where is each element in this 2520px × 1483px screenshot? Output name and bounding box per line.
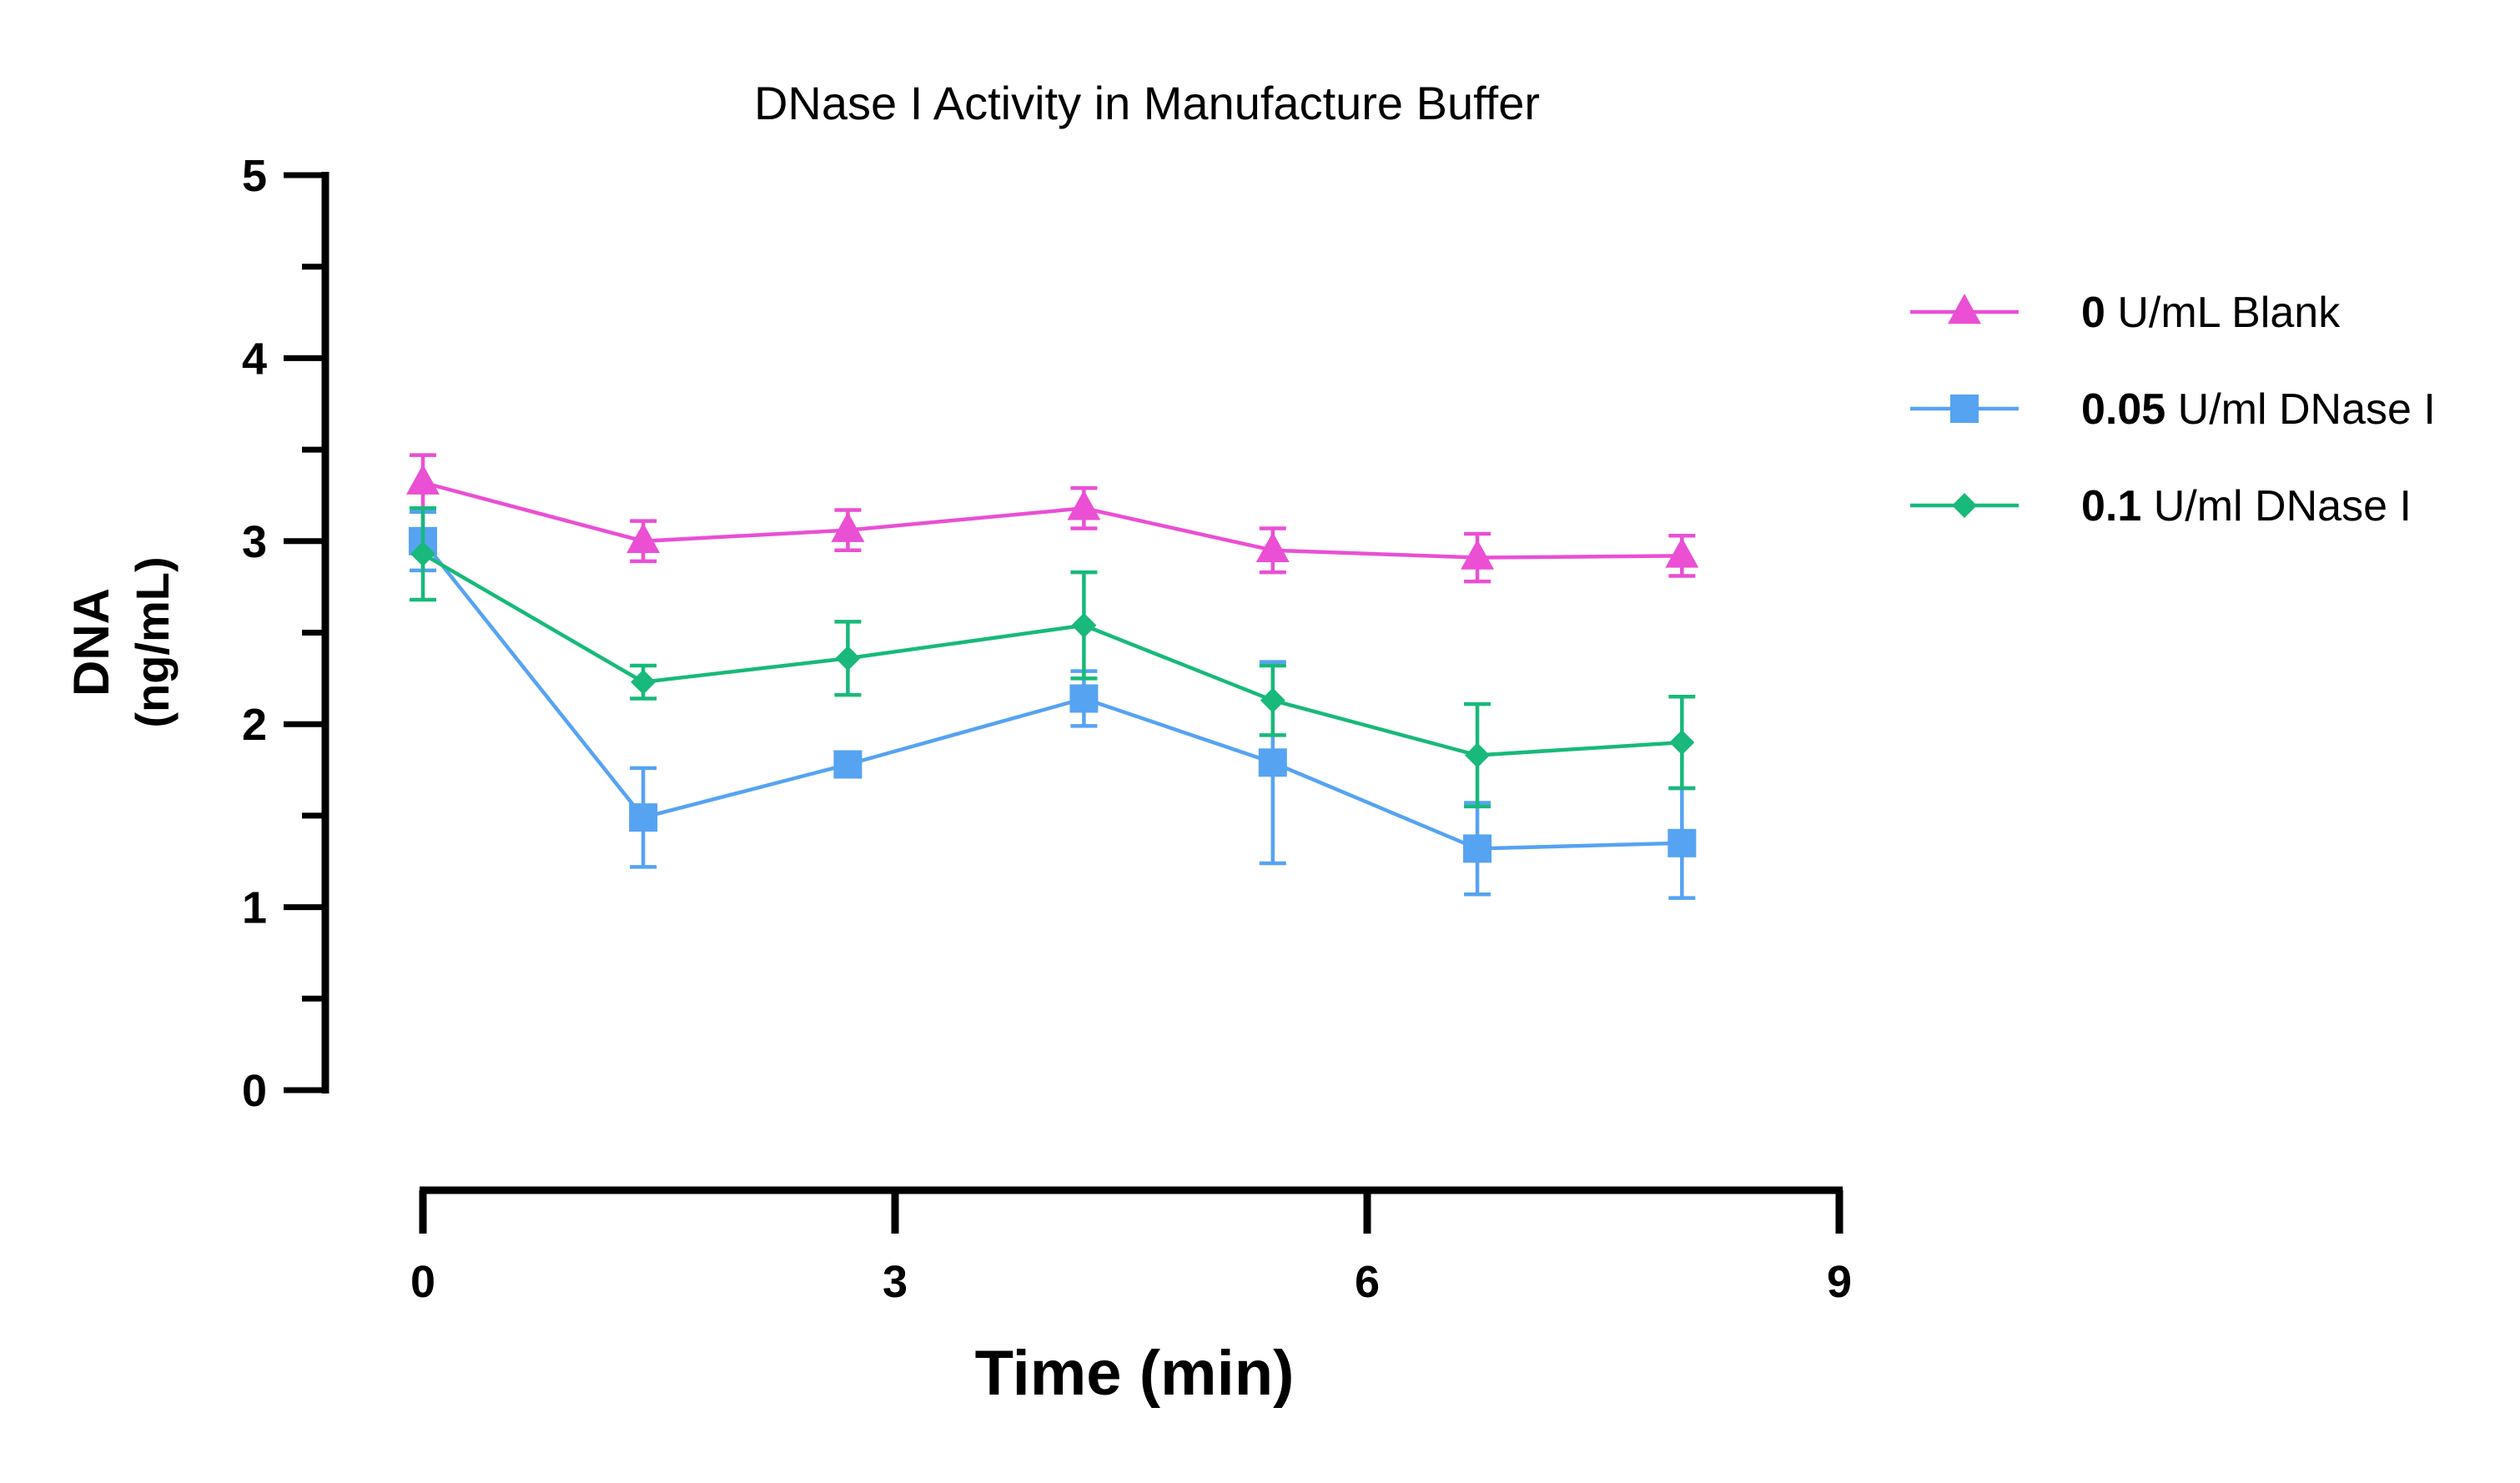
data-point [833, 750, 863, 779]
data-point [1465, 742, 1491, 768]
series-0 [406, 453, 1699, 584]
data-point [1067, 490, 1101, 520]
series-line [422, 480, 1683, 560]
data-point [831, 511, 865, 542]
legend-label-rest: U/ml DNase I [2141, 482, 2412, 530]
legend-item: 0 U/mL Blank [1910, 289, 2341, 337]
data-point [1463, 834, 1492, 863]
series-line [421, 552, 1683, 757]
legend-item: 0.1 U/ml DNase I [1910, 482, 2412, 530]
y-axis-title-line1: DNA [63, 588, 119, 696]
y-tick-label: 5 [242, 151, 267, 201]
legend-label: 0.1 U/ml DNase I [2081, 482, 2412, 530]
data-point [631, 669, 656, 695]
y-tick-label: 4 [242, 334, 267, 384]
y-tick-label: 1 [242, 883, 267, 933]
data-point [1665, 537, 1699, 568]
x-tick-label: 0 [410, 1257, 435, 1307]
data-point [1260, 687, 1285, 713]
legend-marker [1948, 294, 1981, 324]
legend-marker [1952, 493, 1977, 518]
legend-label-rest: U/mL Blank [2105, 289, 2341, 337]
data-point [1071, 612, 1097, 638]
x-axis-title: Time (min) [975, 1338, 1295, 1409]
data-point [406, 464, 440, 495]
legend-label-bold: 0.1 [2081, 482, 2141, 530]
x-tick-label: 6 [1355, 1257, 1380, 1307]
y-axis-title: DNA (ng/mL) [63, 556, 179, 727]
legend-label-rest: U/ml DNase I [2165, 385, 2436, 434]
y-tick-label: 2 [242, 700, 267, 750]
y-tick-label: 0 [242, 1066, 267, 1116]
series-1 [409, 510, 1697, 900]
legend-label: 0 U/mL Blank [2081, 289, 2341, 337]
y-tick-label: 3 [242, 517, 267, 567]
series-2 [410, 506, 1696, 809]
data-point [629, 803, 658, 832]
x-axis: 0 3 6 9 [410, 1186, 1852, 1307]
data-point [1069, 684, 1099, 713]
x-tick-label: 3 [883, 1257, 908, 1307]
plot-series [406, 453, 1699, 900]
data-point [626, 522, 661, 554]
data-point [1667, 828, 1697, 857]
legend-item: 0.05 U/ml DNase I [1910, 385, 2436, 434]
legend-label: 0.05 U/ml DNase I [2081, 385, 2436, 434]
x-tick-label: 9 [1827, 1257, 1852, 1307]
legend-label-bold: 0.05 [2081, 385, 2165, 434]
data-point [835, 646, 861, 671]
legend-marker [1950, 395, 1979, 423]
data-point [1669, 730, 1695, 756]
data-point [1461, 539, 1495, 570]
y-axis: 0 1 2 3 4 5 [242, 151, 329, 1116]
legend-label-bold: 0 [2081, 289, 2105, 337]
series-line [421, 540, 1683, 851]
chart-title: DNase I Activity in Manufacture Buffer [754, 77, 1540, 129]
y-axis-title-line2: (ng/mL) [126, 556, 179, 727]
data-point [1258, 748, 1287, 777]
data-point [410, 541, 435, 567]
data-point [1255, 531, 1290, 563]
